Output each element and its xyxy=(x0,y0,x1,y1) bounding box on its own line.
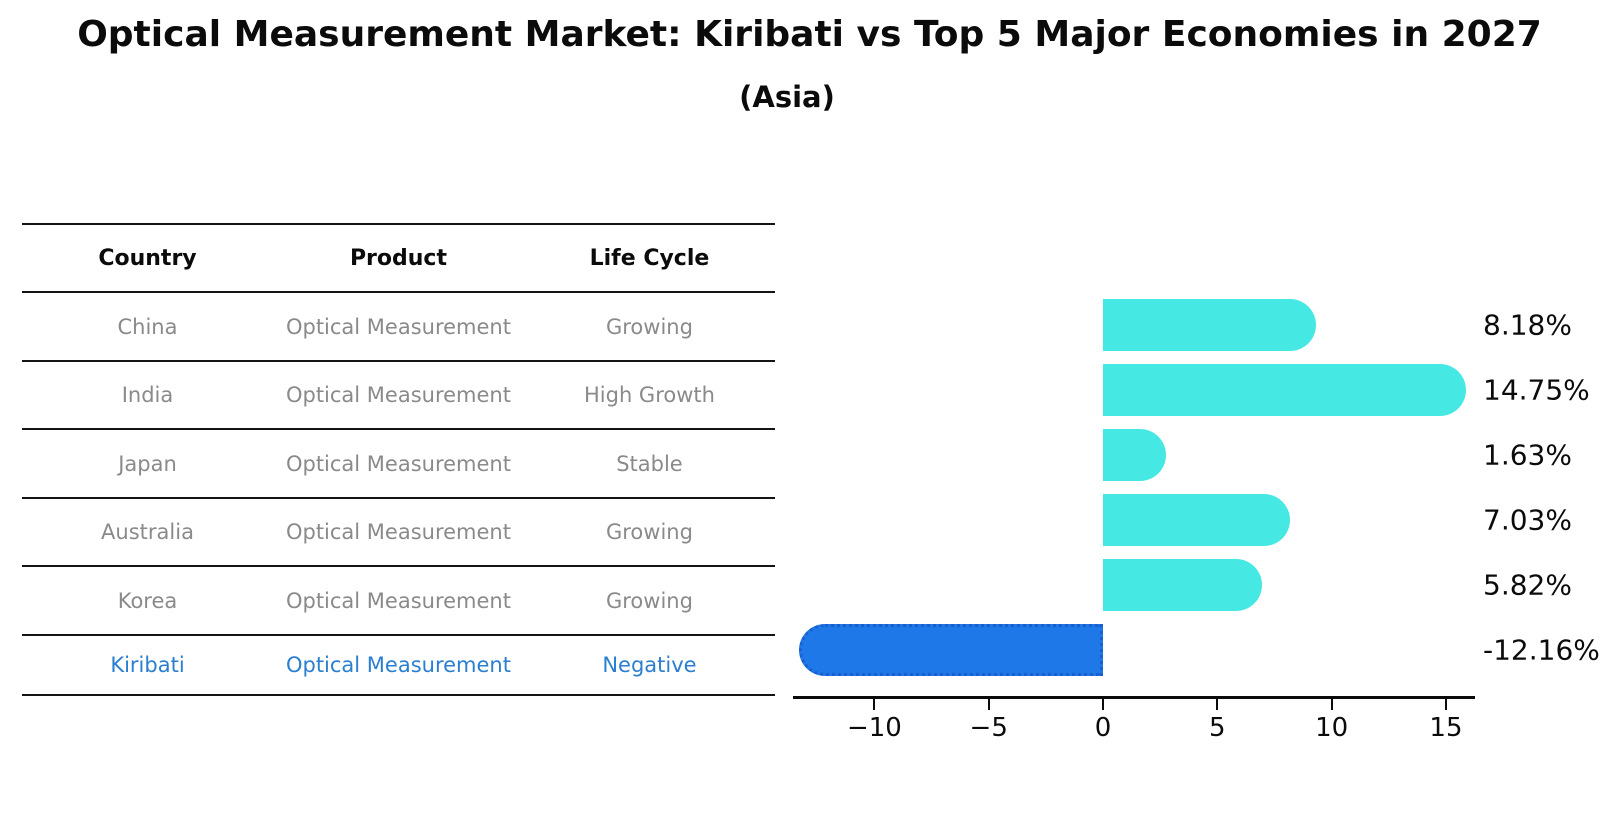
cell-country: Japan xyxy=(118,451,177,476)
x-axis-tick xyxy=(1330,699,1333,710)
table-row: India Optical Measurement High Growth xyxy=(22,360,775,428)
bar-china xyxy=(1103,299,1317,351)
x-axis-tick xyxy=(987,699,990,710)
x-axis-tick-label: 5 xyxy=(1209,713,1226,743)
x-axis-tick xyxy=(873,699,876,710)
cell-product: Optical Measurement xyxy=(285,653,511,677)
value-label-korea: 5.82% xyxy=(1483,568,1572,602)
cell-lifecycle: Stable xyxy=(616,451,683,476)
country-table: Country Product Life Cycle China Optical Mea… xyxy=(22,223,775,696)
x-axis-tick-label: 0 xyxy=(1094,713,1112,743)
cell-product: Optical Measurement xyxy=(285,314,511,339)
cell-country: Australia xyxy=(101,520,194,544)
cell-country: Korea xyxy=(117,588,178,613)
cell-lifecycle: Growing xyxy=(605,314,693,339)
cell-product: Optical Measurement xyxy=(285,520,511,544)
bar-australia xyxy=(1103,494,1290,546)
table-row: Japan Optical Measurement Stable xyxy=(22,428,775,497)
table-row: China Optical Measurement Growing xyxy=(22,291,775,360)
chart-subtitle: (Asia) xyxy=(739,80,835,114)
x-axis-tick xyxy=(1444,699,1447,710)
x-axis-tick-label: 15 xyxy=(1429,713,1463,743)
x-axis-tick-label: 10 xyxy=(1315,713,1349,743)
col-header-country: Country xyxy=(98,245,197,271)
table-row: Kiribati Optical Measurement Negative xyxy=(22,634,775,696)
cell-product: Optical Measurement xyxy=(285,451,511,476)
cell-product: Optical Measurement xyxy=(285,383,511,407)
value-label-kiribati: -12.16% xyxy=(1483,633,1600,667)
col-header-product: Product xyxy=(349,245,447,271)
cell-lifecycle: Growing xyxy=(605,520,693,544)
bar-india xyxy=(1103,364,1467,416)
x-axis-tick-label: −10 xyxy=(846,713,902,743)
value-label-japan: 1.63% xyxy=(1483,438,1572,472)
x-axis-tick xyxy=(1102,699,1105,710)
cell-country: China xyxy=(117,314,178,339)
cell-product: Optical Measurement xyxy=(285,588,511,613)
table-header-row: Country Product Life Cycle xyxy=(22,223,775,291)
bar-kiribati xyxy=(799,624,1103,676)
value-label-china: 8.18% xyxy=(1483,308,1572,342)
value-label-india: 14.75% xyxy=(1483,373,1590,407)
bar-korea xyxy=(1103,559,1263,611)
value-label-australia: 7.03% xyxy=(1483,503,1572,537)
table-row: Australia Optical Measurement Growing xyxy=(22,497,775,565)
cell-lifecycle: Negative xyxy=(602,653,697,677)
x-axis-line xyxy=(793,696,1475,699)
cell-lifecycle: Growing xyxy=(605,588,693,613)
bar-japan xyxy=(1103,429,1167,481)
cell-country: Kiribati xyxy=(110,653,185,677)
col-header-lifecycle: Life Cycle xyxy=(589,245,710,271)
chart-title: Optical Measurement Market: Kiribati vs … xyxy=(77,14,1542,55)
cell-country: India xyxy=(121,383,174,407)
cell-lifecycle: High Growth xyxy=(583,383,715,407)
x-axis-tick-label: −5 xyxy=(969,713,1008,743)
table-row: Korea Optical Measurement Growing xyxy=(22,565,775,634)
x-axis-tick xyxy=(1216,699,1219,710)
